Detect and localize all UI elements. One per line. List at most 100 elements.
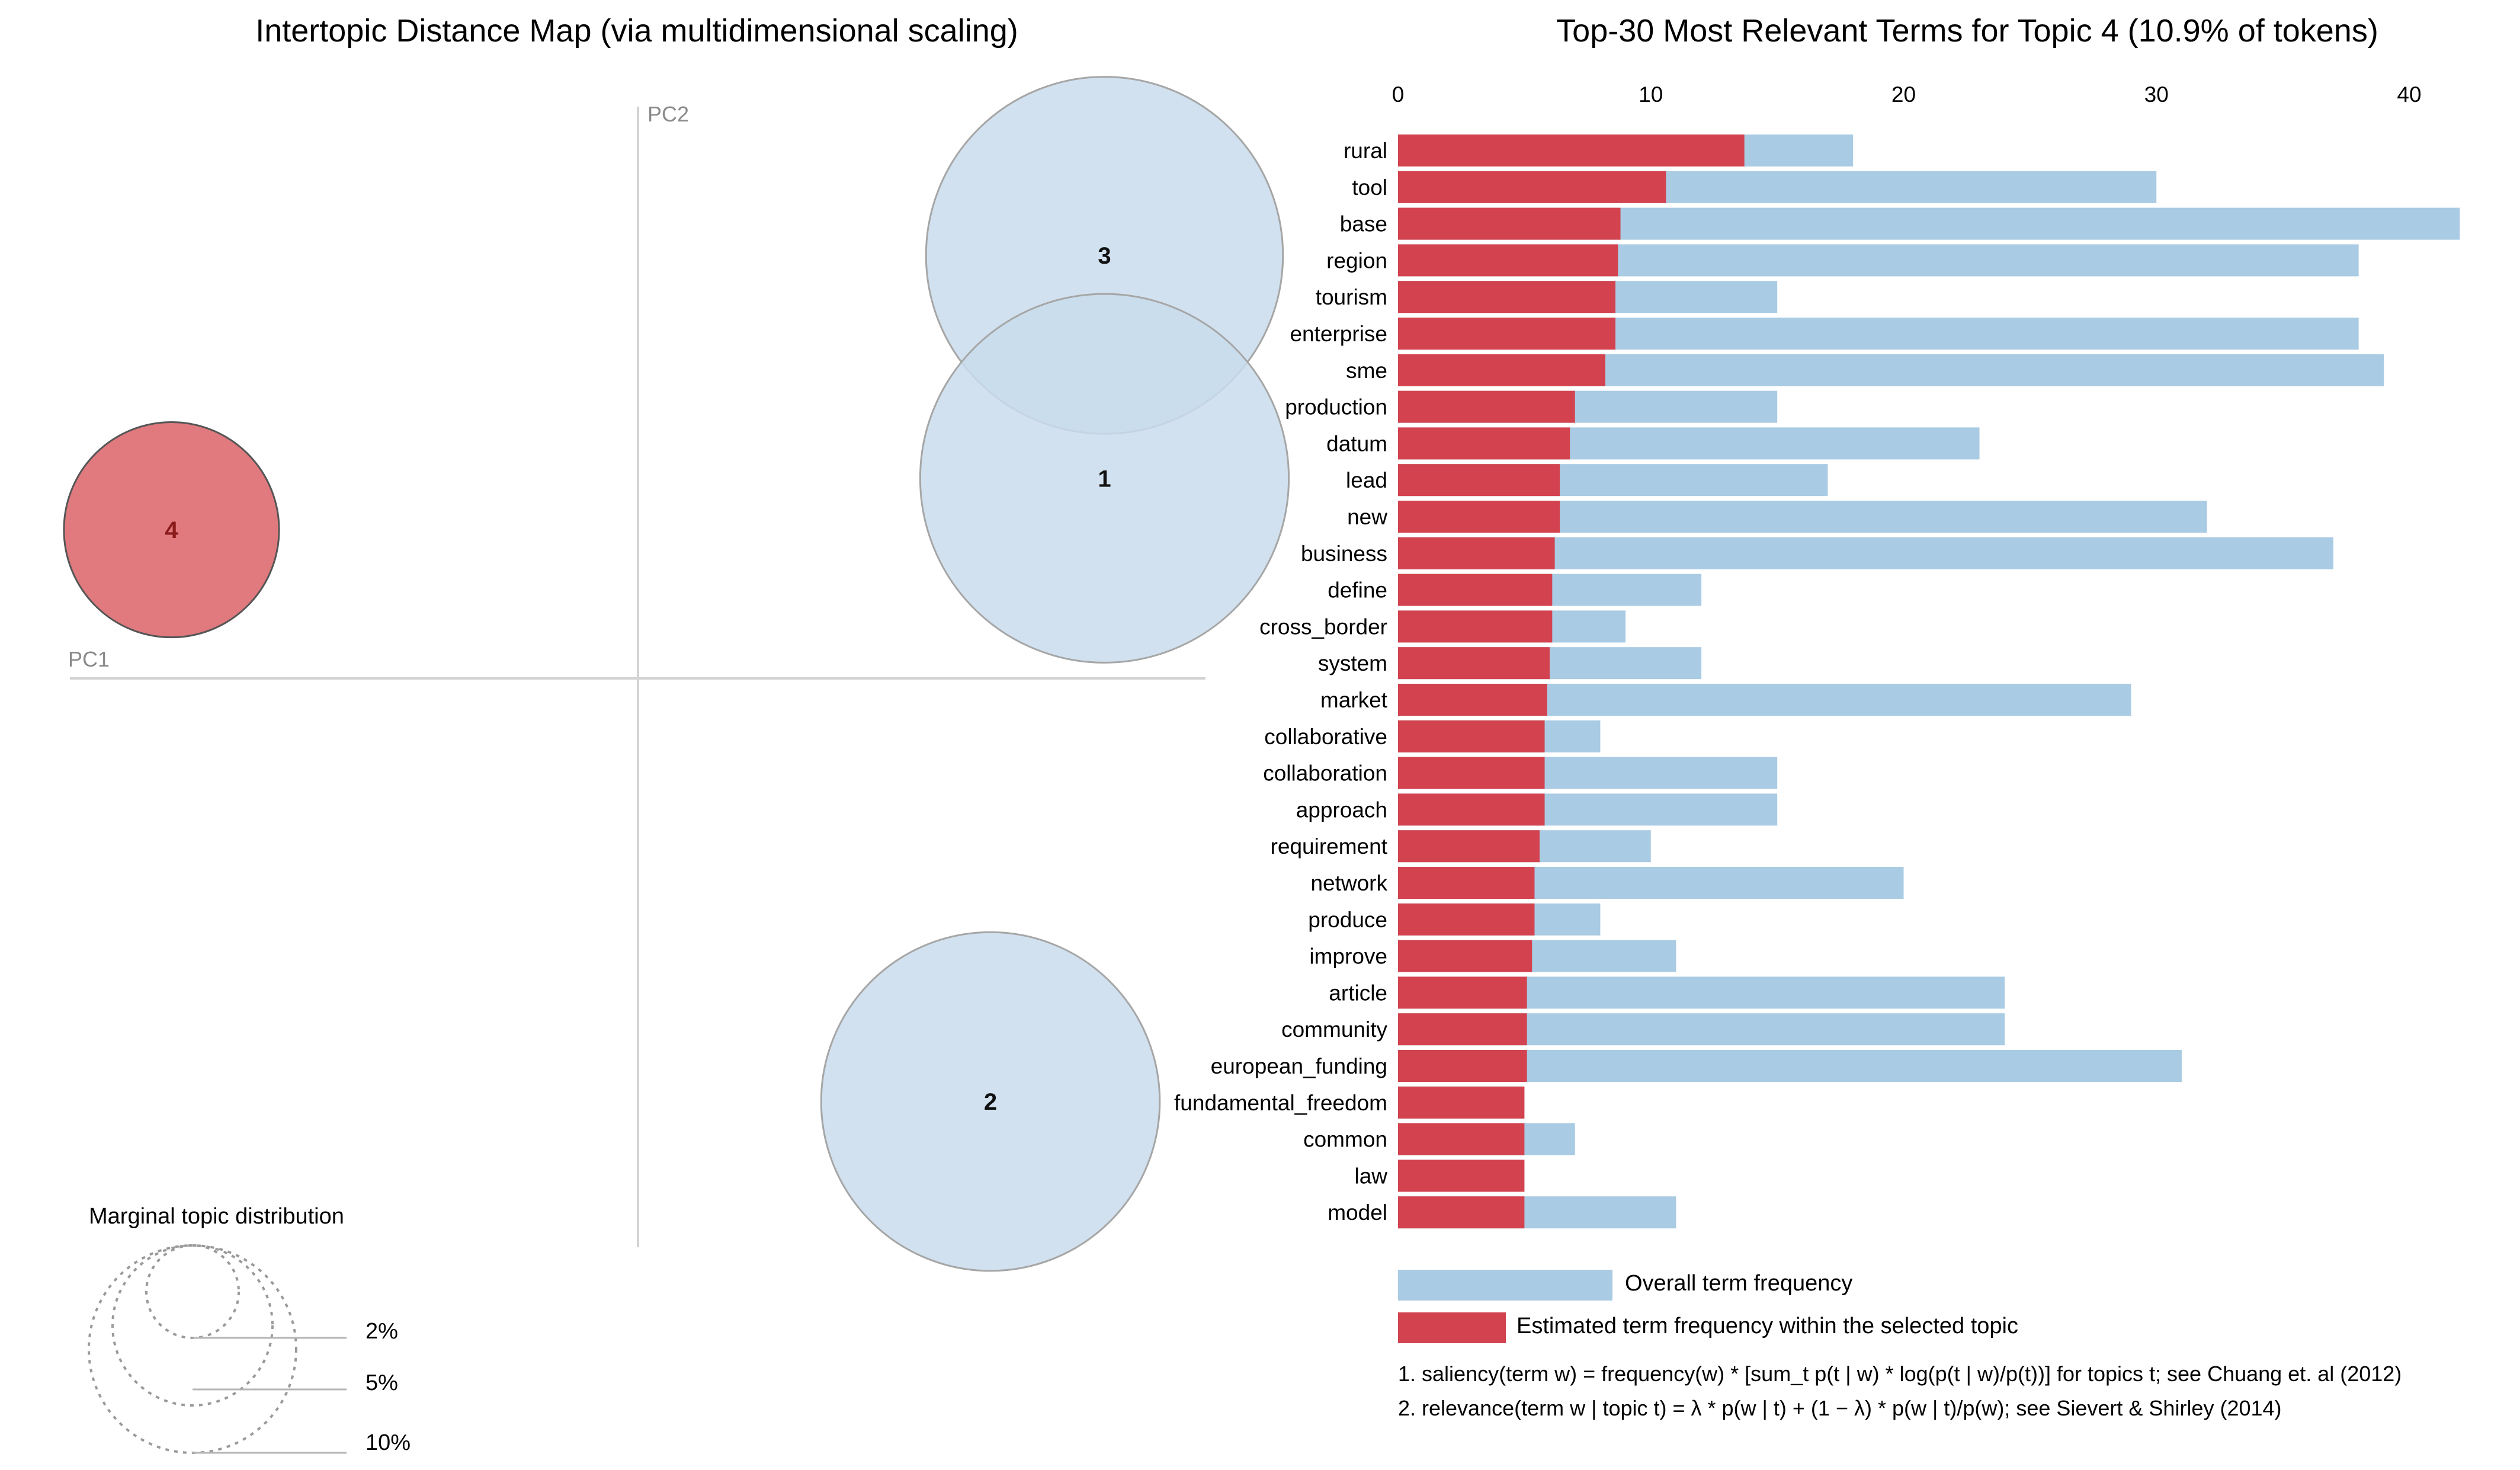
term-label-market[interactable]: market [1320,688,1388,712]
bar-topic-region[interactable] [1398,244,1618,277]
term-label-law[interactable]: law [1354,1164,1387,1188]
term-label-tool[interactable]: tool [1352,175,1387,200]
term-label-produce[interactable]: produce [1308,908,1387,932]
marginal-circle-10pct [88,1244,297,1454]
topic-label-3: 3 [1098,243,1111,269]
bar-topic-tool[interactable] [1398,171,1666,203]
bar-topic-cross_border[interactable] [1398,610,1553,643]
term-label-sme[interactable]: sme [1346,358,1387,383]
bar-topic-collaborative[interactable] [1398,720,1545,752]
term-label-lead[interactable]: lead [1346,468,1387,492]
term-label-region[interactable]: region [1326,248,1387,273]
bar-topic-system[interactable] [1398,647,1550,680]
topic-circle-4[interactable] [63,421,280,639]
pc1-label: PC1 [68,647,110,671]
term-label-system[interactable]: system [1318,651,1387,675]
term-label-community[interactable]: community [1281,1017,1387,1042]
bar-topic-base[interactable] [1398,207,1621,240]
bar-topic-approach[interactable] [1398,793,1545,826]
topic-label-2: 2 [984,1089,997,1115]
x-tick-4: 40 [2397,82,2421,107]
bar-topic-rural[interactable] [1398,134,1745,166]
marginal-circle-5pct [111,1244,274,1407]
bars [1398,134,2460,1229]
term-label-requirement[interactable]: requirement [1271,834,1388,859]
map-title: Intertopic Distance Map (via multidimens… [255,13,1018,49]
term-label-datum[interactable]: datum [1326,431,1387,456]
term-label-define[interactable]: define [1328,578,1387,603]
topic-circle-2[interactable] [820,931,1161,1272]
bar-chart-title: Top-30 Most Relevant Terms for Topic 4 (… [1556,13,2378,49]
bar-topic-requirement[interactable] [1398,830,1540,863]
x-tick-0: 0 [1392,82,1405,107]
legend-overall-swatch [1398,1270,1612,1301]
term-label-fundamental_freedom[interactable]: fundamental_freedom [1174,1091,1387,1115]
bar-topic-common[interactable] [1398,1123,1525,1155]
term-label-base[interactable]: base [1340,212,1387,236]
bar-topic-european_funding[interactable] [1398,1050,1527,1082]
term-label-tourism[interactable]: tourism [1316,285,1387,309]
bar-topic-network[interactable] [1398,867,1535,899]
term-label-rural[interactable]: rural [1344,139,1387,163]
bar-topic-fundamental_freedom[interactable] [1398,1086,1525,1119]
x-tick-1: 10 [1639,82,1663,107]
bar-topic-lead[interactable] [1398,464,1560,497]
marginal-distribution: Marginal topic distribution 2% 5% 10% [88,1204,411,1455]
pc2-label: PC2 [647,102,689,126]
legend-topic-label: Estimated term frequency within the sele… [1517,1314,2018,1338]
bar-overall-european_funding[interactable] [1398,1050,2182,1082]
term-label-collaborative[interactable]: collaborative [1264,725,1387,749]
bar-topic-define[interactable] [1398,574,1553,606]
term-label-approach[interactable]: approach [1296,798,1387,822]
term-label-business[interactable]: business [1301,542,1387,566]
topic-circle-1[interactable] [919,293,1290,664]
x-tick-2: 20 [1891,82,1916,107]
bar-topic-tourism[interactable] [1398,281,1616,313]
term-label-collaboration[interactable]: collaboration [1263,761,1387,786]
topic-label-1: 1 [1098,466,1111,492]
marginal-label-2pct: 2% [366,1319,398,1344]
marginal-circle-2pct [145,1244,240,1339]
bar-topic-model[interactable] [1398,1196,1525,1229]
topic-label-4: 4 [165,517,178,543]
term-bar-chart: Top-30 Most Relevant Terms for Topic 4 (… [1174,13,2460,1420]
x-axis-ticks: 0 10 20 30 40 [1392,82,2422,107]
legend-topic-swatch [1398,1312,1506,1343]
bar-topic-market[interactable] [1398,684,1547,716]
bar-topic-enterprise[interactable] [1398,318,1616,350]
bar-topic-business[interactable] [1398,537,1555,569]
term-label-common[interactable]: common [1303,1128,1387,1152]
bar-topic-improve[interactable] [1398,940,1532,972]
term-label-new[interactable]: new [1347,505,1387,529]
bar-topic-produce[interactable] [1398,903,1535,936]
bar-topic-sme[interactable] [1398,354,1605,386]
marginal-title: Marginal topic distribution [89,1204,344,1229]
topic-circles: 3 1 2 4 [63,76,1290,1272]
bar-topic-article[interactable] [1398,976,1527,1009]
bar-topic-community[interactable] [1398,1013,1527,1046]
x-tick-3: 30 [2144,82,2169,107]
bar-topic-collaboration[interactable] [1398,757,1545,789]
term-label-improve[interactable]: improve [1309,944,1387,969]
marginal-label-5pct: 5% [366,1370,398,1395]
term-label-cross_border[interactable]: cross_border [1259,614,1387,639]
marginal-leaders [193,1337,347,1454]
term-label-enterprise[interactable]: enterprise [1290,322,1387,346]
legend-overall-label: Overall term frequency [1625,1271,1852,1296]
term-label-model[interactable]: model [1328,1200,1387,1225]
term-label-production[interactable]: production [1285,395,1387,419]
intertopic-map: Intertopic Distance Map (via multidimens… [63,13,1290,1455]
bar-topic-new[interactable] [1398,501,1560,533]
marginal-label-10pct: 10% [366,1430,411,1455]
term-label-european_funding[interactable]: european_funding [1211,1054,1387,1078]
saliency-note: 1. saliency(term w) = frequency(w) * [su… [1398,1362,2402,1386]
bar-topic-datum[interactable] [1398,427,1570,460]
term-label-network[interactable]: network [1310,871,1387,895]
term-labels: rural tool base region tourism enterprise sme p… [1174,139,1388,1225]
marginal-circles [88,1244,297,1454]
bar-topic-production[interactable] [1398,390,1575,423]
term-label-article[interactable]: article [1329,981,1387,1005]
bar-topic-law[interactable] [1398,1160,1525,1192]
